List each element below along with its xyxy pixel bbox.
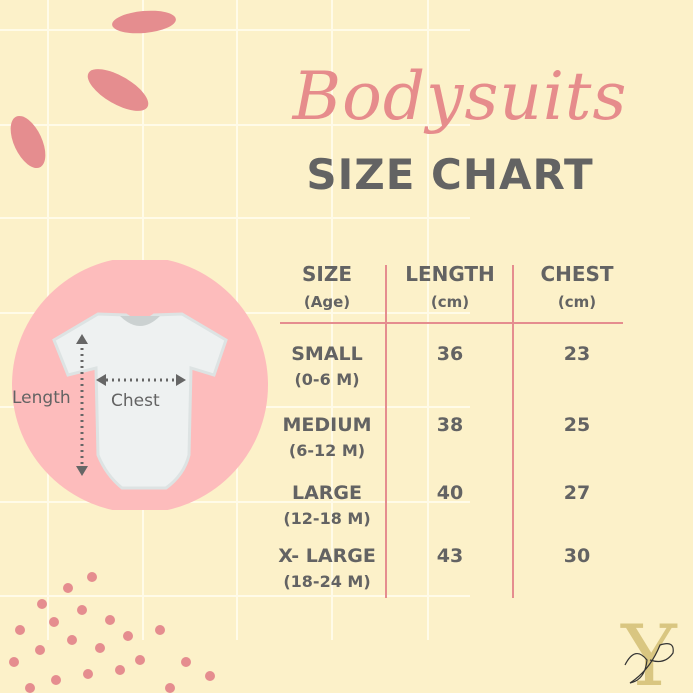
dot xyxy=(9,657,19,667)
header-size-sub: (Age) xyxy=(303,293,351,311)
dot xyxy=(123,631,133,641)
dot xyxy=(37,599,47,609)
age-cell: (6-12 M) xyxy=(288,441,366,460)
length-label: Length xyxy=(12,388,71,408)
chest-cell: 25 xyxy=(563,414,591,436)
dot xyxy=(49,617,59,627)
chest-arrow-icon xyxy=(96,374,186,386)
header-size: SIZE xyxy=(301,262,352,286)
chest-cell: 23 xyxy=(563,343,591,365)
dot xyxy=(25,683,35,693)
svg-text:Y: Y xyxy=(620,607,678,693)
size-cell: MEDIUM xyxy=(282,414,372,436)
header-chest: CHEST xyxy=(540,262,614,286)
dot xyxy=(15,625,25,635)
dot xyxy=(105,615,115,625)
header-length: LENGTH xyxy=(405,262,495,286)
dot xyxy=(83,669,93,679)
dot xyxy=(205,671,215,681)
page-subtitle: SIZE CHART xyxy=(306,150,594,199)
dot xyxy=(35,645,45,655)
header-chest-sub: (cm) xyxy=(557,293,597,311)
table-divider xyxy=(512,265,514,598)
dot xyxy=(51,675,61,685)
chest-cell: 27 xyxy=(563,482,591,504)
size-cell: LARGE xyxy=(291,482,363,504)
age-cell: (0-6 M) xyxy=(294,370,360,389)
brand-logo: Y xyxy=(620,607,678,693)
age-cell: (12-18 M) xyxy=(283,509,371,528)
dot xyxy=(115,665,125,675)
length-cell: 43 xyxy=(436,545,464,567)
length-cell: 40 xyxy=(436,482,464,504)
size-cell: SMALL xyxy=(291,343,363,365)
dot xyxy=(95,643,105,653)
dot-decorations xyxy=(9,572,215,693)
size-cell: X- LARGE xyxy=(278,545,376,567)
dot xyxy=(67,635,77,645)
dot xyxy=(77,605,87,615)
chest-cell: 30 xyxy=(563,545,591,567)
dot xyxy=(63,583,73,593)
dot xyxy=(87,572,97,582)
page-title: Bodysuits xyxy=(292,58,628,135)
dot xyxy=(135,655,145,665)
length-cell: 38 xyxy=(436,414,464,436)
chest-label: Chest xyxy=(111,391,160,411)
header-length-sub: (cm) xyxy=(430,293,470,311)
table-header-divider xyxy=(280,322,623,324)
bodysuit-diagram xyxy=(12,260,268,510)
age-cell: (18-24 M) xyxy=(283,572,371,591)
length-cell: 36 xyxy=(436,343,464,365)
dot xyxy=(155,625,165,635)
table-divider xyxy=(385,265,387,598)
petal-decorations xyxy=(10,10,176,169)
dot xyxy=(181,657,191,667)
dot xyxy=(165,683,175,693)
